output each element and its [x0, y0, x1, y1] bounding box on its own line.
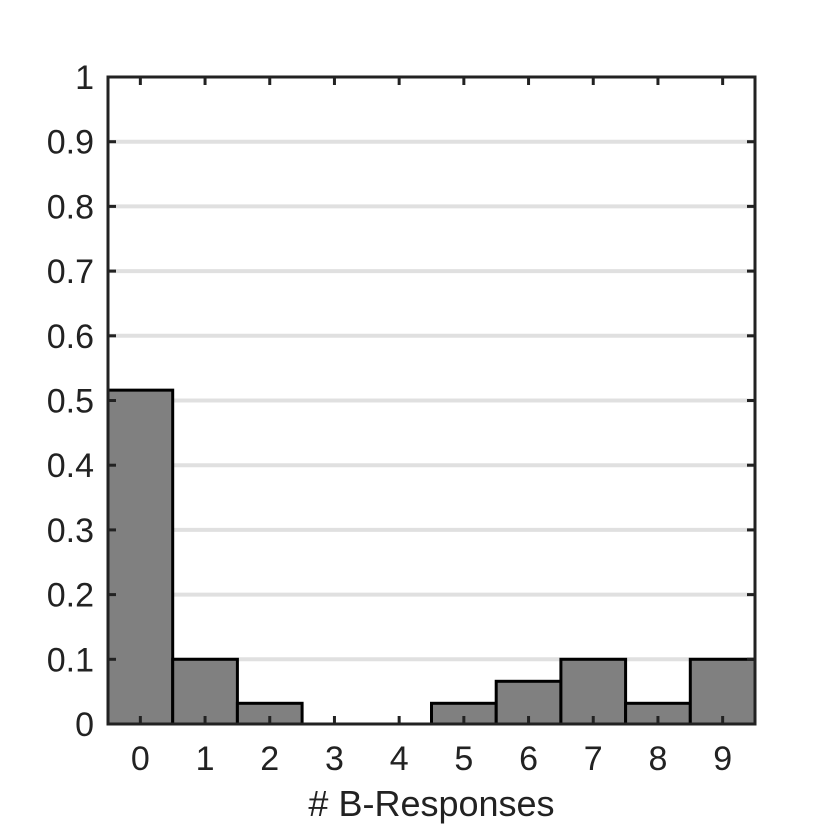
y-tick-label: 0.6 [47, 318, 94, 356]
bar [106, 388, 175, 726]
x-tick-label: 4 [390, 740, 409, 778]
x-axis-title: # B-Responses [308, 783, 554, 824]
bars [106, 388, 757, 726]
x-tick-label: 8 [648, 740, 667, 778]
y-tick-label: 0.3 [47, 512, 94, 550]
x-tick-label: 7 [584, 740, 603, 778]
y-tick-label: 0.2 [47, 577, 94, 615]
y-tick-label: 1 [75, 59, 94, 97]
grid-lines [108, 139, 755, 662]
x-tick-label: 2 [260, 740, 279, 778]
x-tick-label: 0 [131, 740, 150, 778]
x-tick-label: 5 [454, 740, 473, 778]
y-tick-label: 0 [75, 706, 94, 744]
y-tick-label: 0.7 [47, 253, 94, 291]
x-tick-label: 6 [519, 740, 538, 778]
y-tick-label: 0.4 [47, 447, 94, 485]
y-tick-label: 0.8 [47, 188, 94, 226]
y-tick-label: 0.9 [47, 124, 94, 162]
x-tick-label: 1 [196, 740, 215, 778]
bar [171, 657, 239, 726]
bar [559, 657, 628, 726]
x-tick-label: 9 [713, 740, 732, 778]
y-tick-label: 0.5 [47, 383, 94, 421]
bar [688, 657, 757, 726]
y-tick-labels: 0 0.1 0.2 0.3 0.4 0.5 0.6 0.7 0.8 0.9 1 [47, 59, 94, 744]
y-tick-label: 0.1 [47, 641, 94, 679]
x-tick-label: 3 [325, 740, 344, 778]
x-tick-labels: 0 1 2 3 4 5 6 7 8 9 [131, 740, 732, 778]
axis-ticks [108, 75, 755, 726]
